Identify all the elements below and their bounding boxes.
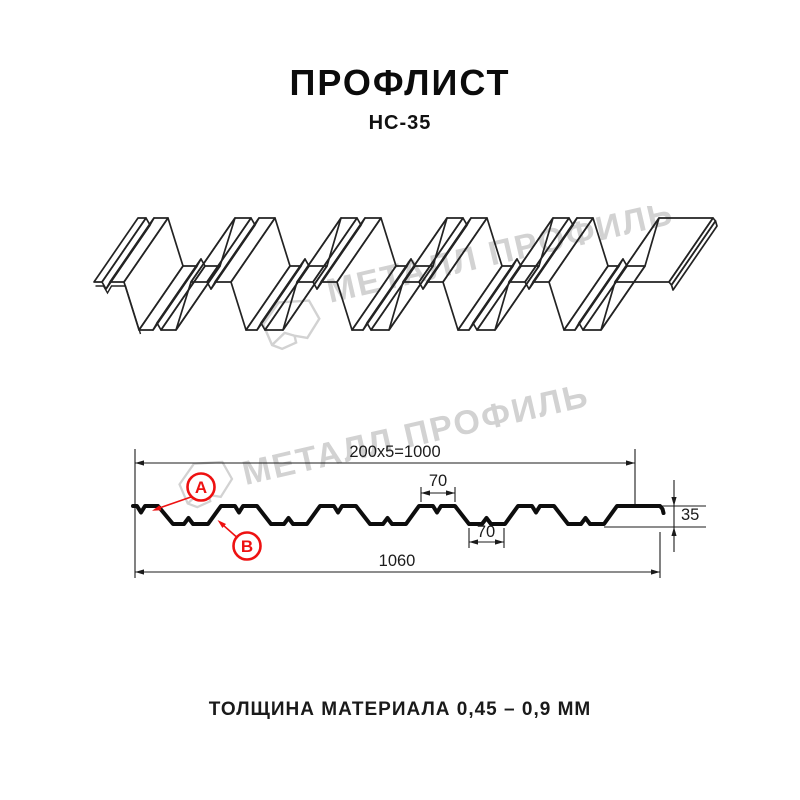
leader-line (154, 496, 192, 511)
callout-a-circle (186, 472, 216, 502)
dim-label-height: 35 (681, 506, 699, 524)
callout-a-label: A (195, 478, 207, 497)
dim-label-flange-width: 70 (429, 472, 447, 490)
dim-label-overall-width: 1060 (379, 552, 416, 570)
page-title: ПРОФЛИСТ (289, 62, 511, 103)
metall-profil-logo-icon (261, 299, 321, 351)
callout-b-circle (232, 531, 262, 561)
dim-label-valley-width: 70 (477, 523, 495, 541)
callout-b-label: B (241, 537, 253, 556)
dimension-linework (131, 449, 706, 578)
leader-arrowhead (152, 505, 162, 511)
callout-a: A (152, 472, 216, 511)
leader-line (219, 521, 237, 538)
dim-label-pitch: 200x5=1000 (349, 443, 440, 461)
profile-sheet-3d-drawing: МЕТАЛЛ ПРОФИЛЬ (93, 206, 718, 351)
page-subtitle: НС-35 (368, 112, 432, 134)
profile-cross-section-drawing: 200x5=1000 70 70 35 1060 A B (131, 443, 706, 578)
callout-b: B (217, 520, 262, 561)
sheet-3d-outlines (93, 217, 718, 335)
material-thickness-note: ТОЛЩИНА МАТЕРИАЛА 0,45 – 0,9 ММ (208, 699, 592, 720)
